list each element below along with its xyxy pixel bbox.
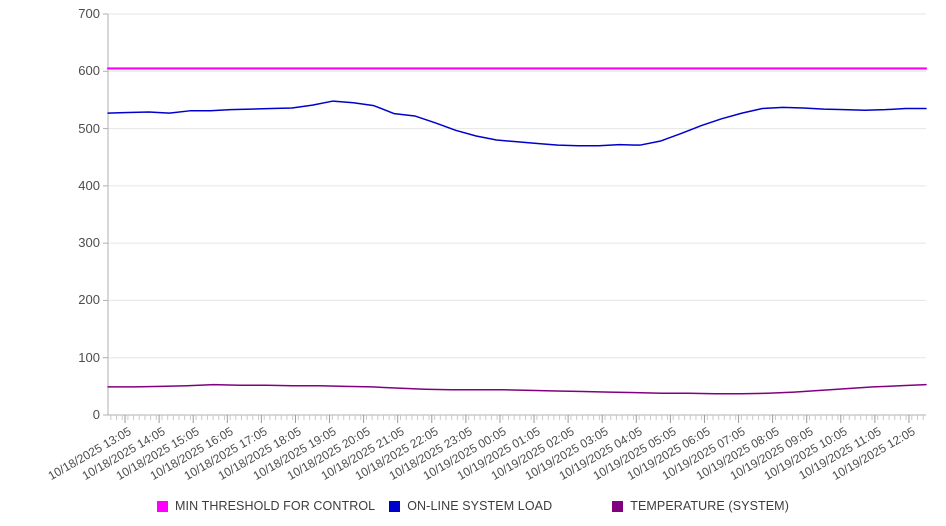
legend-item[interactable]: TEMPERATURE (SYSTEM) <box>612 499 789 513</box>
y-axis-tick-label: 0 <box>92 407 100 422</box>
y-axis-tick-label: 500 <box>78 120 100 136</box>
chart-legend: MIN THRESHOLD FOR CONTROL ON-LINE SYSTEM … <box>0 495 946 517</box>
legend-label: MIN THRESHOLD FOR CONTROL <box>175 499 376 513</box>
legend-item[interactable]: ON-LINE SYSTEM LOAD <box>389 499 552 513</box>
series-line <box>107 383 927 395</box>
y-axis-tick-label: 700 <box>78 6 100 21</box>
series-line <box>107 100 927 147</box>
legend-swatch-icon <box>157 500 169 512</box>
legend-swatch-icon <box>389 500 401 512</box>
y-axis-tick-label: 200 <box>78 292 100 308</box>
legend-label: ON-LINE SYSTEM LOAD <box>407 499 553 513</box>
legend-item[interactable]: MIN THRESHOLD FOR CONTROL <box>157 499 375 513</box>
y-axis-tick-label: 600 <box>78 63 100 79</box>
legend-label: TEMPERATURE (SYSTEM) <box>630 499 789 513</box>
y-axis-tick-label: 100 <box>78 349 100 365</box>
y-axis-tick-label: 300 <box>78 235 100 251</box>
legend-swatch-icon <box>612 500 624 512</box>
y-axis-tick-label: 400 <box>78 177 100 193</box>
